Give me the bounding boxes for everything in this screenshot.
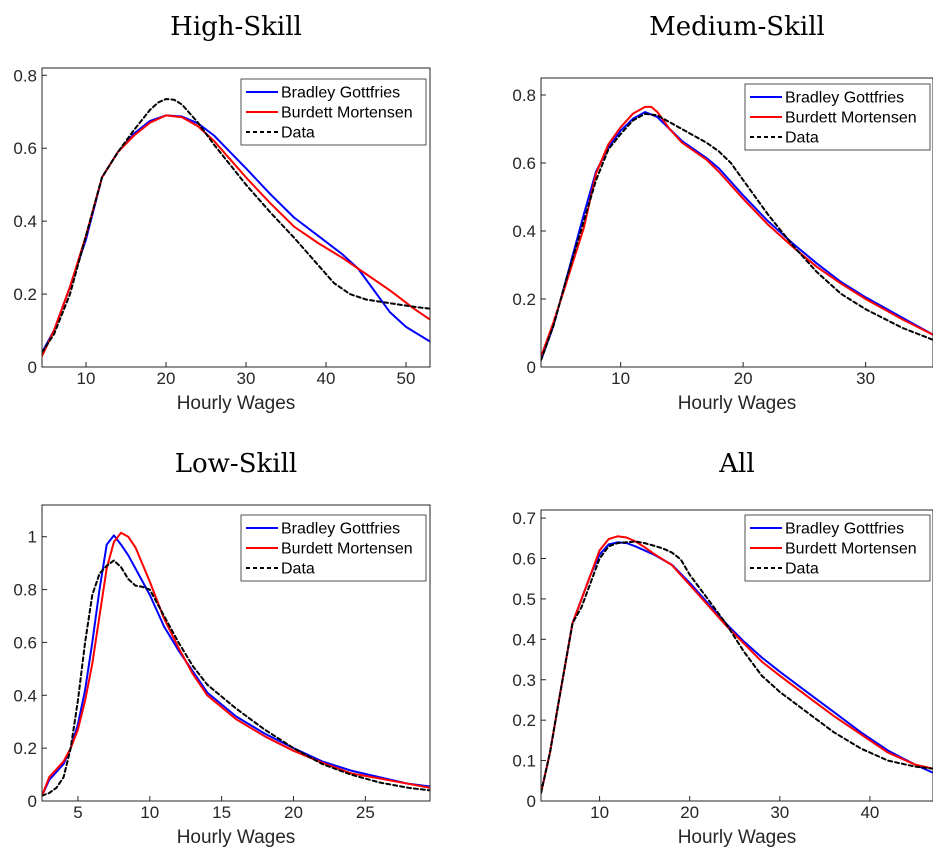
- y-tick-label: 0: [527, 792, 536, 811]
- axis-frame: [540, 509, 933, 802]
- legend-entry: Burdett Mortensen: [785, 541, 917, 558]
- legend-entry: Bradley Gottfries: [281, 521, 400, 538]
- series-line-data: [541, 112, 933, 362]
- y-tick-label: 0.6: [512, 550, 536, 569]
- y-tick-label: 0: [28, 792, 37, 811]
- legend-entry: Data: [785, 561, 819, 578]
- x-tick-label: 10: [140, 803, 159, 822]
- x-axis-label: Hourly Wages: [177, 393, 296, 414]
- x-tick-label: 40: [860, 803, 879, 822]
- x-axis-label: Hourly Wages: [177, 827, 296, 848]
- chart-panel-3: All 10 20 30 40 0 0.1 0.2 0.3 0.4 0.5 0.6 0.7 Hourly …: [512, 449, 933, 848]
- legend-entry: Data: [281, 561, 315, 578]
- x-tick-label: 10: [590, 803, 609, 822]
- x-tick-label: 20: [734, 369, 753, 388]
- x-tick-label: 40: [317, 369, 336, 388]
- x-tick-label: 15: [212, 803, 231, 822]
- y-tick-label: 0.7: [512, 509, 536, 528]
- x-tick-label: 10: [77, 369, 96, 388]
- x-tick-label: 30: [856, 369, 875, 388]
- y-tick-label: 0.8: [13, 581, 37, 600]
- x-tick-label: 5: [73, 803, 82, 822]
- panel-title: High-Skill: [170, 12, 302, 42]
- axis-frame: [41, 504, 431, 802]
- x-tick-label: 10: [611, 369, 630, 388]
- x-tick-label: 30: [770, 803, 789, 822]
- y-tick-label: 0.6: [13, 633, 37, 652]
- legend: Bradley Gottfries Burdett Mortensen Data: [744, 83, 931, 151]
- panel-title: All: [718, 449, 754, 479]
- x-tick-label: 20: [284, 803, 303, 822]
- x-tick-label: 20: [157, 369, 176, 388]
- legend-entry: Burdett Mortensen: [281, 105, 413, 122]
- y-tick-label: 0.6: [512, 154, 536, 173]
- series-line-burdett-mortensen: [42, 531, 430, 797]
- legend: Bradley Gottfries Burdett Mortensen Data: [240, 514, 427, 582]
- y-tick-label: 0.4: [512, 630, 536, 649]
- legend-entry: Bradley Gottfries: [785, 521, 904, 538]
- legend-entry: Data: [281, 125, 315, 142]
- series-line-data: [42, 98, 430, 354]
- y-tick-label: 0.1: [512, 752, 536, 771]
- y-tick-label: 0.4: [512, 222, 536, 241]
- series-line-burdett-mortensen: [541, 105, 933, 358]
- x-tick-label: 25: [356, 803, 375, 822]
- series-line-burdett-mortensen: [541, 535, 933, 794]
- y-tick-label: 0.4: [13, 212, 37, 231]
- y-tick-label: 0.8: [512, 86, 536, 105]
- y-tick-label: 0.5: [512, 590, 536, 609]
- y-tick-label: 0.4: [13, 686, 37, 705]
- legend-entry: Bradley Gottfries: [281, 85, 400, 102]
- y-tick-label: 0.2: [13, 285, 37, 304]
- chart-panel-1: Medium-Skill 10 20 30 0 0.2 0.4 0.6 0.8 Hourly Wa…: [512, 12, 933, 414]
- panel-title: Low-Skill: [175, 449, 297, 479]
- y-tick-label: 1: [28, 528, 37, 547]
- legend-entry: Burdett Mortensen: [281, 541, 413, 558]
- chart-panel-0: High-Skill 10 20 30 40 50 0 0.2 0.4 0.6 0.8 Hourly …: [13, 12, 431, 414]
- legend: Bradley Gottfries Burdett Mortensen Data: [744, 514, 931, 582]
- chart-panel-2: Low-Skill 5 10 15 20 25 0 0.2 0.4 0.6 0.8 1 Hourly W…: [13, 449, 431, 848]
- series-line-bradley-gottfries: [541, 111, 933, 362]
- x-tick-label: 30: [237, 369, 256, 388]
- x-tick-label: 20: [680, 803, 699, 822]
- series-line-burdett-mortensen: [42, 114, 430, 358]
- x-axis-label: Hourly Wages: [678, 393, 797, 414]
- y-tick-label: 0.2: [13, 739, 37, 758]
- legend: Bradley Gottfries Burdett Mortensen Data: [240, 78, 427, 146]
- panel-title: Medium-Skill: [649, 12, 825, 42]
- axis-frame: [41, 67, 431, 368]
- series-line-bradley-gottfries: [42, 114, 430, 354]
- x-tick-label: 50: [397, 369, 416, 388]
- y-tick-label: 0.3: [512, 671, 536, 690]
- y-tick-label: 0: [28, 358, 37, 377]
- y-tick-label: 0.8: [13, 66, 37, 85]
- y-tick-label: 0.2: [512, 711, 536, 730]
- legend-entry: Data: [785, 130, 819, 147]
- legend-entry: Burdett Mortensen: [785, 110, 917, 127]
- series-line-data: [42, 559, 430, 797]
- axis-frame: [540, 77, 933, 368]
- y-tick-label: 0.6: [13, 139, 37, 158]
- series-line-data: [541, 540, 933, 794]
- y-tick-label: 0: [527, 358, 536, 377]
- y-tick-label: 0.2: [512, 290, 536, 309]
- x-axis-label: Hourly Wages: [678, 827, 797, 848]
- legend-entry: Bradley Gottfries: [785, 90, 904, 107]
